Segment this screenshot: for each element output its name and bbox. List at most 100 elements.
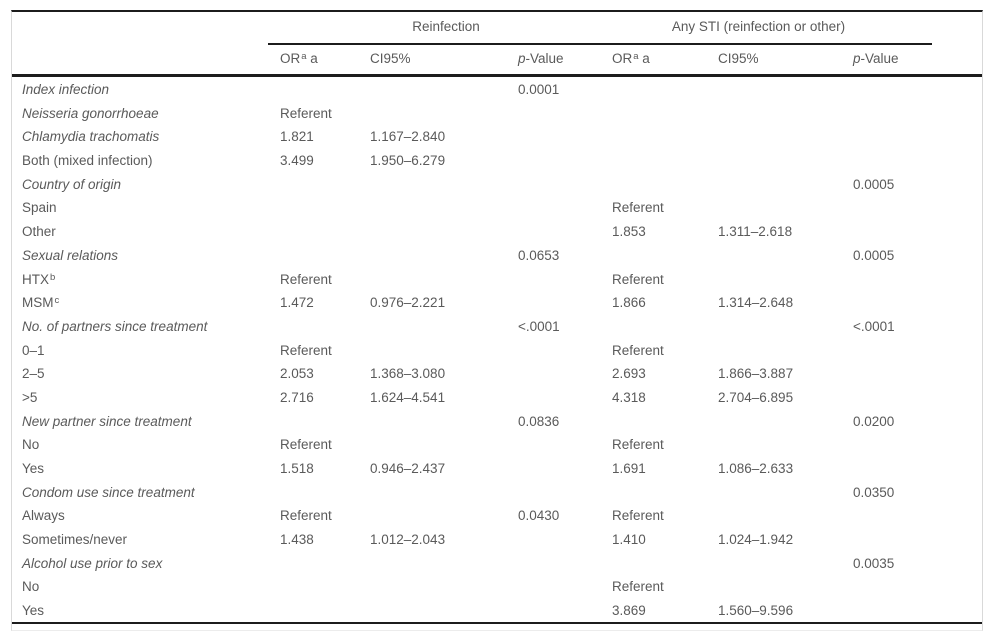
p-value: 0.0200: [853, 413, 895, 429]
ci-value: [370, 268, 518, 292]
row-label: Spain: [22, 200, 57, 216]
table-row: No. of partners since treatment <.0001 <.0…: [12, 315, 933, 339]
p-value: [853, 149, 933, 173]
or-value: [280, 599, 370, 623]
ci-value: 1.560–9.596: [718, 603, 794, 619]
p-value: [853, 386, 933, 410]
ci-value: 0.976–2.221: [370, 295, 446, 311]
table-row: Alcohol use prior to sex 0.0035: [12, 552, 933, 576]
or-value: [280, 410, 370, 434]
p-value: [853, 575, 933, 599]
table-row: 0–1 Referent Referent: [12, 339, 933, 363]
row-label: 0–1: [22, 342, 45, 358]
table-row: Always Referent 0.0430 Referent: [12, 504, 933, 528]
table-row: Both (mixed infection) 3.499 1.950–6.279: [12, 149, 933, 173]
table-row: Yes 3.869 1.560–9.596: [12, 599, 933, 623]
or-value: 2.053: [280, 366, 314, 382]
p-value: [853, 339, 933, 363]
p-label-suffix: -Value: [860, 51, 899, 66]
or-label-suffix: a: [638, 51, 650, 66]
ci-value: [718, 504, 853, 528]
col-header-p-1: p-Value: [518, 44, 612, 75]
p-value: [853, 433, 933, 457]
ci-value: [370, 244, 518, 268]
ci-value: 1.086–2.633: [718, 461, 794, 476]
table-row: Country of origin 0.0005: [12, 173, 933, 197]
row-label: Neisseria gonorrhoeae: [22, 105, 159, 121]
row-label: Other: [22, 224, 56, 240]
ci-value: [718, 575, 853, 599]
p-value: [518, 386, 612, 410]
row-label: New partner since treatment: [22, 413, 192, 429]
p-value: 0.0035: [853, 555, 895, 571]
row-label: Alcohol use prior to sex: [22, 555, 163, 571]
or-value: [280, 220, 370, 244]
row-label: Yes: [22, 603, 45, 619]
or-value: [280, 481, 370, 505]
or-value: Referent: [612, 342, 664, 358]
ci-value: 1.311–2.618: [718, 224, 793, 240]
p-value: [518, 196, 612, 220]
p-value: 0.0430: [518, 508, 560, 524]
p-value: [518, 291, 612, 315]
ci-value: [370, 173, 518, 197]
or-value: [612, 102, 718, 126]
group-header-reinfection: Reinfection: [412, 19, 480, 34]
row-label: >5: [22, 389, 38, 405]
ci-value: [718, 196, 853, 220]
or-value: [280, 575, 370, 599]
ci-value: 1.368–3.080: [370, 366, 446, 382]
or-value: [612, 78, 718, 102]
ci-value: [718, 433, 853, 457]
table-body: Index infection 0.0001 Neisseria gonorrhoe…: [12, 78, 933, 623]
ci-value: [718, 244, 853, 268]
ci-value: 1.314–2.648: [718, 295, 794, 311]
col-header-ci-2: CI95%: [718, 51, 759, 66]
table-row: Index infection 0.0001: [12, 78, 933, 102]
p-value: [518, 149, 612, 173]
ci-value: 1.024–1.942: [718, 532, 794, 548]
table-row: Sometimes/never 1.438 1.012–2.043 1.410 1.02…: [12, 528, 933, 552]
or-value: 2.693: [612, 366, 646, 382]
row-label: Condom use since treatment: [22, 484, 195, 500]
ci-value: [370, 575, 518, 599]
or-value: Referent: [280, 437, 332, 453]
ci-value: 0.946–2.437: [370, 461, 446, 476]
row-label: 2–5: [22, 366, 45, 382]
row-label: Both (mixed infection): [22, 153, 153, 169]
table-row: HTXb Referent Referent: [12, 268, 933, 292]
p-value: [518, 599, 612, 623]
ci-value: [370, 552, 518, 576]
ci-value: [370, 433, 518, 457]
ci-value: 1.167–2.840: [370, 129, 446, 145]
ci-value: [718, 268, 853, 292]
row-label: HTXb: [22, 271, 56, 287]
p-value: [518, 457, 612, 481]
p-value: [853, 125, 933, 149]
or-value: [280, 78, 370, 102]
or-value: Referent: [612, 437, 664, 453]
or-label-suffix: a: [306, 51, 318, 66]
table-row: Yes 1.518 0.946–2.437 1.691 1.086–2.633: [12, 457, 933, 481]
p-value: [518, 552, 612, 576]
or-value: [280, 552, 370, 576]
ci-value: [718, 410, 853, 434]
row-label: Country of origin: [22, 176, 122, 192]
ci-value: 1.624–4.541: [370, 389, 446, 405]
or-value: 1.438: [280, 532, 314, 548]
ci-value: [370, 315, 518, 339]
col-header-ci-1: CI95%: [370, 51, 411, 66]
ci-value: [370, 599, 518, 623]
p-value: 0.0001: [518, 82, 560, 97]
or-value: [612, 244, 718, 268]
p-value: [853, 599, 933, 623]
ci-value: [370, 196, 518, 220]
table-row: MSMc 1.472 0.976–2.221 1.866 1.314–2.648: [12, 291, 933, 315]
or-label: OR: [612, 51, 633, 66]
table-row: Chlamydia trachomatis 1.821 1.167–2.840: [12, 125, 933, 149]
or-value: [612, 410, 718, 434]
ci-value: 2.704–6.895: [718, 389, 794, 405]
p-value: [853, 504, 933, 528]
table-row: Neisseria gonorrhoeae Referent: [12, 102, 933, 126]
